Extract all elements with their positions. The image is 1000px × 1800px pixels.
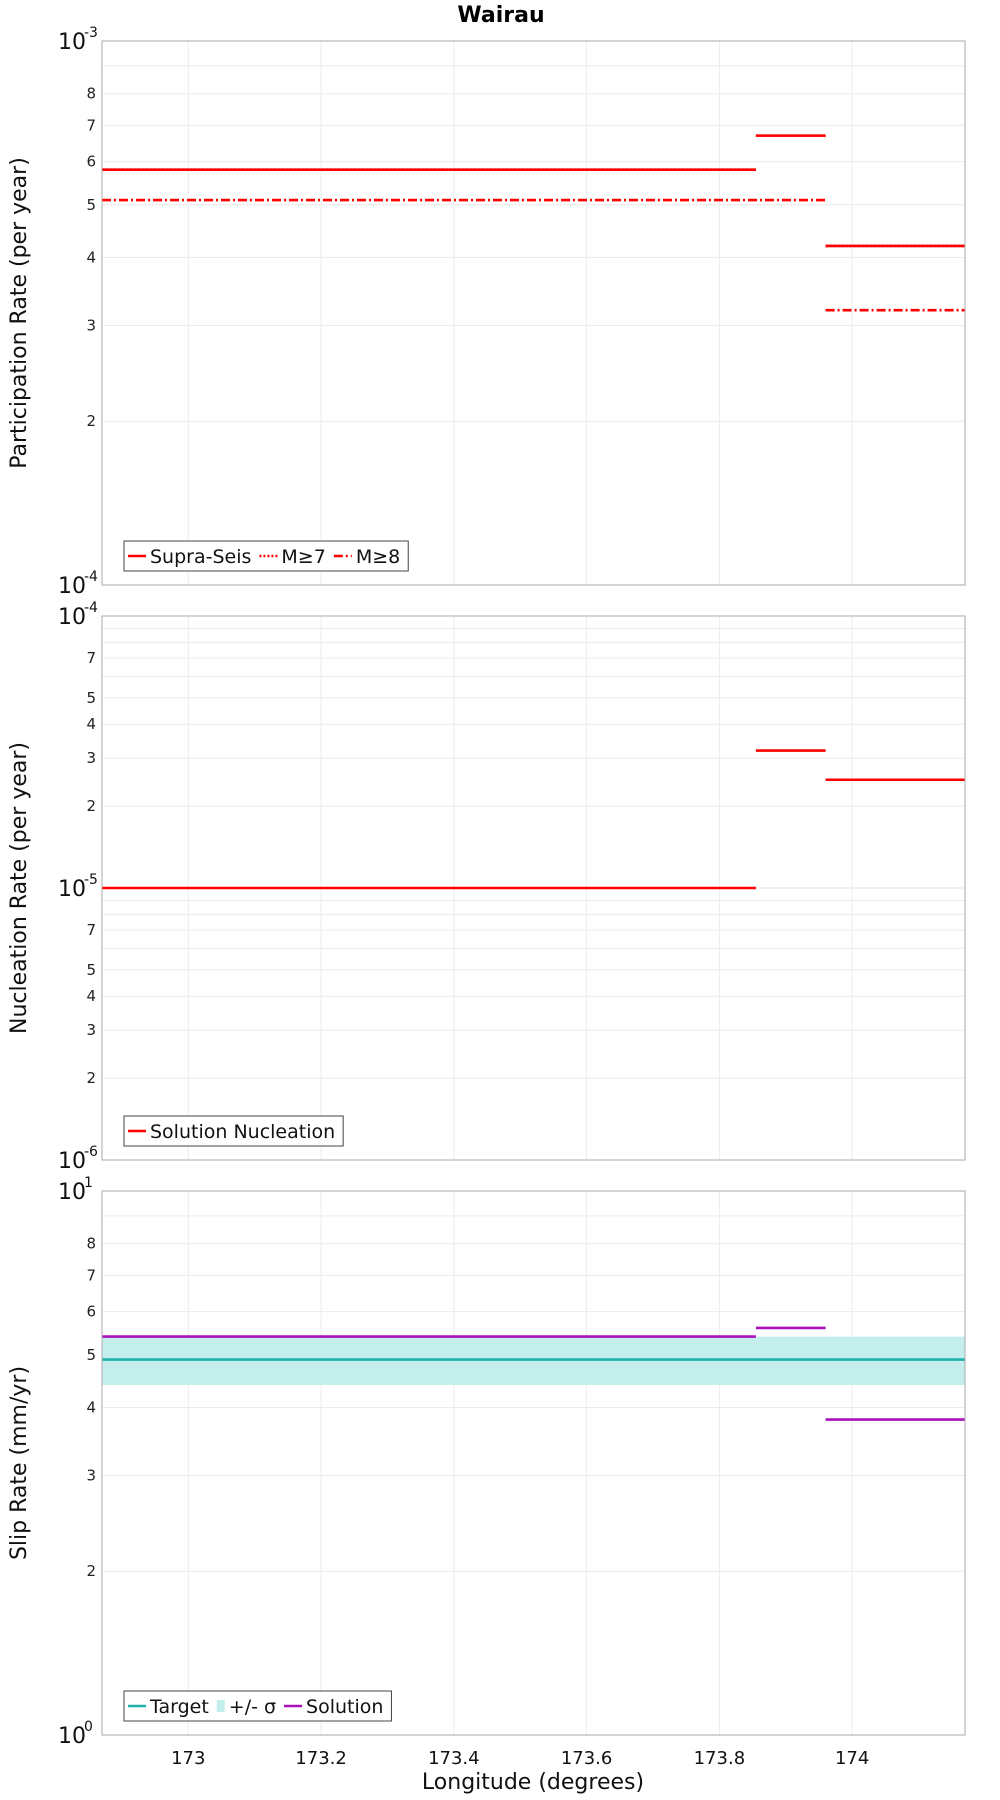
y-decade-label: 10 — [58, 30, 86, 55]
legend-label: Target — [149, 1696, 209, 1718]
y-decade-exponent: 1 — [84, 1175, 93, 1191]
y-tick-label: 3 — [86, 316, 96, 334]
y-tick-label: 4 — [86, 715, 96, 733]
legend: Supra-Seis M≥7 M≥8 — [123, 540, 409, 572]
y-decade-exponent: -6 — [84, 1144, 98, 1160]
y-tick-label: 3 — [86, 1021, 96, 1039]
y-tick-label: 8 — [86, 85, 96, 103]
plot-frame — [101, 1190, 966, 1736]
y-tick-label: 6 — [86, 1303, 96, 1321]
legend: Target +/- σ Solution — [123, 1690, 392, 1722]
legend-box — [123, 1115, 344, 1147]
x-tick-label: 173.6 — [561, 1748, 613, 1769]
x-tick-label: 173.2 — [295, 1748, 347, 1769]
legend-label: M≥7 — [281, 546, 325, 568]
legend-label: Supra-Seis — [150, 546, 251, 568]
legend-box — [123, 540, 409, 572]
y-tick-label: 7 — [86, 1266, 96, 1284]
y-tick-label: 5 — [86, 1346, 96, 1364]
y-decade-label: 10 — [58, 1724, 86, 1749]
y-decade-label: 10 — [58, 877, 86, 902]
y-tick-label: 8 — [86, 1235, 96, 1253]
y-axis-label: Participation Rate (per year) — [7, 157, 32, 469]
y-tick-label: 4 — [86, 248, 96, 266]
plot-area — [102, 41, 965, 585]
y-decade-exponent: -4 — [84, 600, 98, 616]
series-solution-nucleation — [102, 749, 965, 890]
series-m-7 — [102, 134, 965, 248]
y-tick-label: 5 — [86, 196, 96, 214]
series-solution — [102, 1326, 965, 1421]
x-axis-label: Longitude (degrees) — [422, 1770, 644, 1795]
y-tick-label: 5 — [86, 689, 96, 707]
y-decade-label: 10 — [58, 1180, 86, 1205]
plot-frame — [101, 40, 966, 586]
x-tick-label: 173.8 — [694, 1748, 746, 1769]
legend-label: Solution Nucleation — [150, 1121, 335, 1143]
series — [102, 749, 965, 890]
grid — [102, 41, 965, 585]
x-tick-labels: 173 173.2 173.4 173.6 173.8 174 — [171, 1748, 869, 1769]
x-tick-label: 173.4 — [428, 1748, 480, 1769]
legend-label: +/- σ — [229, 1696, 276, 1718]
series — [102, 1326, 965, 1421]
legend-box — [123, 1690, 392, 1722]
y-tick-label: 4 — [86, 987, 96, 1005]
legend-label: M≥8 — [356, 546, 400, 568]
y-tick-label: 7 — [86, 921, 96, 939]
series — [102, 134, 965, 312]
y-tick-label: 2 — [86, 1069, 96, 1087]
y-decade-exponent: -3 — [84, 25, 98, 41]
y-decade-label: 10 — [58, 605, 86, 630]
x-tick-label: 173 — [171, 1748, 205, 1769]
grid — [102, 1191, 965, 1735]
y-axis-label: Nucleation Rate (per year) — [7, 742, 32, 1034]
plot-frame — [101, 615, 966, 1161]
y-decade-exponent: 0 — [84, 1719, 93, 1735]
y-tick-label: 2 — [86, 797, 96, 815]
plot-area — [102, 1191, 965, 1735]
series-m-8 — [102, 198, 965, 312]
y-tick-label: 3 — [86, 749, 96, 767]
y-tick-label: 7 — [86, 116, 96, 134]
x-tick-label: 174 — [835, 1748, 869, 1769]
legend: Solution Nucleation — [123, 1115, 344, 1147]
y-tick-label: 3 — [86, 1466, 96, 1484]
legend-label: Solution — [306, 1696, 383, 1718]
chart-title: Wairau — [457, 3, 544, 28]
y-decade-label: 10 — [58, 574, 86, 599]
y-tick-label: 7 — [86, 649, 96, 667]
y-decade-exponent: -5 — [84, 872, 98, 888]
y-tick-label: 5 — [86, 961, 96, 979]
y-tick-label: 2 — [86, 412, 96, 430]
y-tick-label: 6 — [86, 153, 96, 171]
y-decade-label: 10 — [58, 1149, 86, 1174]
legend-swatch — [216, 1700, 225, 1712]
y-tick-label: 2 — [86, 1562, 96, 1580]
y-tick-label: 4 — [86, 1398, 96, 1416]
y-axis-label: Slip Rate (mm/yr) — [7, 1366, 32, 1560]
y-decade-exponent: -4 — [84, 569, 98, 585]
